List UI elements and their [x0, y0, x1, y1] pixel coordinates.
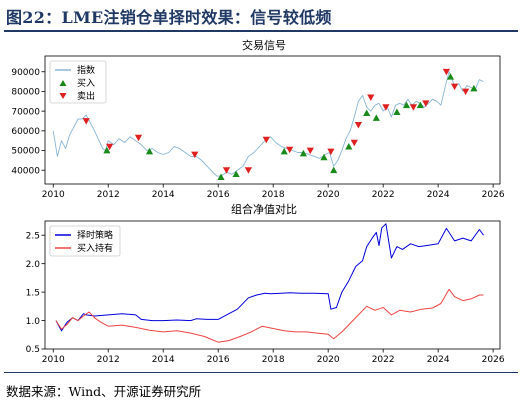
- series-line-1: [55, 288, 484, 343]
- y-tick-label: 60000: [11, 127, 40, 137]
- sell-marker: [262, 136, 270, 144]
- sell-marker: [327, 148, 335, 156]
- series-line-0: [55, 223, 484, 332]
- buy-marker: [280, 147, 288, 155]
- buy-marker: [103, 146, 111, 154]
- x-tick-label: 2010: [42, 190, 65, 200]
- top-axis-ticks: 2010 2012 2014 2016 2018 2020 2022 2024 2026 4000…: [11, 68, 504, 200]
- top-plot-frame: [44, 55, 501, 185]
- sell-marker: [422, 100, 430, 107]
- bottom-legend: 择时策略 买入持有: [49, 225, 121, 257]
- sell-marker: [462, 88, 470, 95]
- sell-marker: [451, 83, 459, 91]
- sell-marker: [382, 104, 390, 111]
- sell-marker: [286, 146, 294, 154]
- buy-marker: [446, 73, 455, 80]
- source-note: 数据来源：Wind、开源证券研究所: [6, 384, 202, 399]
- sell-marker: [82, 118, 90, 125]
- sell-marker: [350, 139, 358, 147]
- y-tick-label: 80000: [11, 88, 40, 98]
- x-tick-label: 2022: [372, 190, 395, 200]
- x-tick-label: 2018: [262, 190, 285, 200]
- sell-marker: [367, 94, 375, 101]
- bottom-plot-series: [55, 223, 484, 343]
- legend-timing-label: 择时策略: [77, 229, 113, 241]
- buy-marker: [232, 170, 240, 177]
- x-tick-label: 2010: [42, 355, 65, 365]
- buy-marker: [372, 114, 380, 121]
- series-line-0: [52, 71, 484, 177]
- buy-marker: [402, 101, 411, 109]
- buy-marker: [363, 109, 371, 116]
- buy-marker: [470, 84, 478, 92]
- x-tick-label: 2026: [482, 355, 505, 365]
- legend-sell-marker: [59, 93, 67, 99]
- x-tick-label: 2014: [152, 190, 175, 200]
- x-tick-label: 2016: [207, 190, 230, 200]
- chart-title-nav: 组合净值对比: [231, 202, 297, 216]
- sell-marker: [106, 143, 114, 151]
- sell-marker: [306, 147, 314, 155]
- x-tick-label: 2012: [97, 190, 120, 200]
- y-tick-label: 0.5: [26, 345, 40, 355]
- buy-marker: [299, 149, 307, 157]
- sell-marker: [222, 167, 231, 174]
- legend-buy-marker: [59, 80, 67, 86]
- y-tick-label: 70000: [11, 107, 40, 117]
- sell-marker: [244, 167, 252, 174]
- buy-marker: [416, 101, 424, 109]
- buy-marker: [330, 166, 338, 174]
- sell-marker: [354, 122, 362, 129]
- legend-buy-label: 买入: [77, 78, 95, 89]
- sell-marker: [409, 104, 417, 111]
- top-plot-series: [52, 68, 484, 180]
- buy-marker: [345, 143, 353, 150]
- sell-marker: [442, 68, 450, 76]
- figure-title: 图22：LME注销仓单择时效果：信号较低频: [6, 8, 332, 27]
- x-tick-label: 2022: [372, 355, 395, 365]
- bottom-rule: [4, 372, 518, 373]
- top-legend: 指数 买入 卖出: [49, 60, 107, 104]
- bottom-axis-ticks: 2010 2012 2014 2016 2018 2020 2022 2024 2026 0.5 1…: [26, 231, 505, 365]
- x-tick-label: 2024: [427, 355, 450, 365]
- y-tick-label: 40000: [11, 166, 40, 176]
- sell-marker: [134, 134, 143, 142]
- sell-marker: [191, 151, 199, 159]
- x-tick-label: 2020: [317, 355, 340, 365]
- x-tick-label: 2020: [317, 190, 340, 200]
- title-rule: [4, 30, 518, 32]
- y-tick-label: 90000: [11, 68, 40, 78]
- legend-sell-label: 卖出: [77, 90, 95, 102]
- buy-marker: [393, 108, 401, 115]
- buy-marker: [217, 173, 225, 180]
- legend-hold-label: 买入持有: [77, 242, 113, 254]
- y-tick-label: 2.0: [26, 260, 41, 270]
- y-tick-label: 50000: [11, 147, 40, 157]
- x-tick-label: 2026: [482, 190, 505, 200]
- x-tick-label: 2012: [97, 355, 120, 365]
- x-tick-label: 2014: [152, 355, 175, 365]
- y-tick-label: 1.5: [26, 288, 40, 298]
- bottom-plot-frame: [44, 220, 501, 350]
- chart-title-signals: 交易信号: [242, 38, 286, 52]
- legend-index-label: 指数: [77, 64, 95, 76]
- x-tick-label: 2024: [427, 190, 450, 200]
- y-tick-label: 1.0: [26, 317, 41, 327]
- top-legend-box: [49, 60, 107, 104]
- buy-marker: [145, 147, 154, 155]
- x-tick-label: 2018: [262, 355, 285, 365]
- y-tick-label: 2.5: [26, 231, 40, 241]
- buy-marker: [320, 153, 328, 161]
- x-tick-label: 2016: [207, 355, 230, 365]
